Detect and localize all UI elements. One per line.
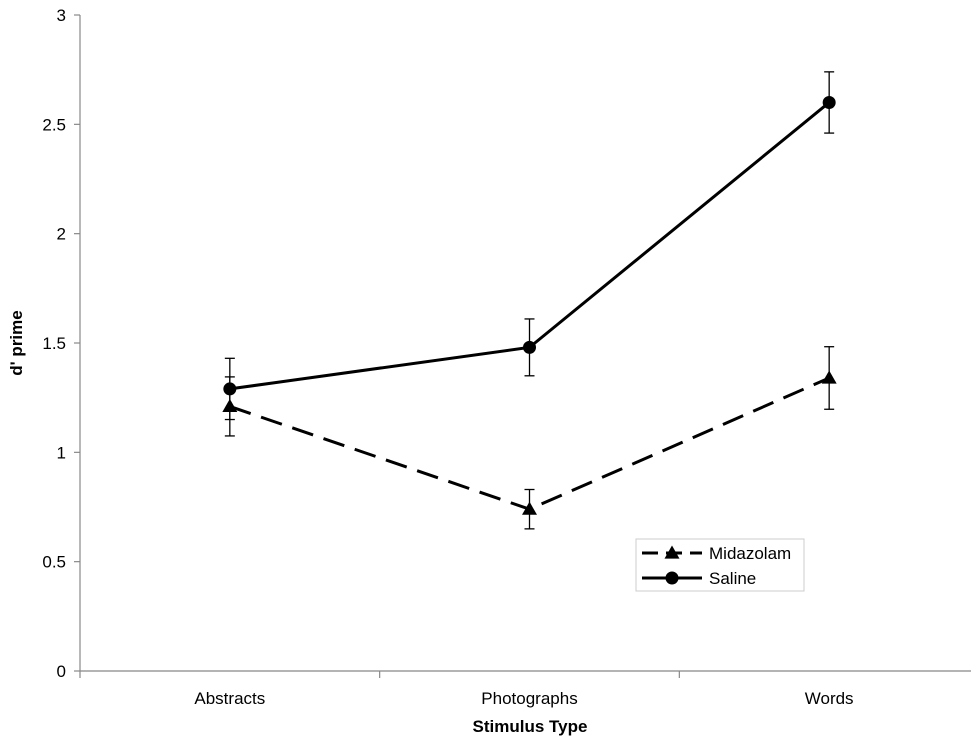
legend-label: Midazolam	[709, 544, 791, 563]
y-tick-label: 2.5	[42, 115, 66, 134]
saline-data-point	[223, 382, 237, 396]
legend-label: Saline	[709, 569, 756, 588]
x-axis: Abstracts Photographs Words	[79, 670, 971, 708]
saline-series	[223, 71, 836, 421]
saline-data-point	[822, 95, 836, 109]
legend-box	[635, 538, 805, 592]
y-tick-label: 1.5	[42, 334, 66, 353]
y-tick-label: 2	[57, 225, 66, 244]
midazolam-data-point	[821, 370, 837, 384]
legend: Midazolam Saline	[635, 538, 805, 592]
legend-swatch-marker	[664, 545, 680, 559]
x-tick-label: Words	[805, 689, 854, 708]
x-tick-label: Photographs	[481, 689, 577, 708]
y-tick-label: 3	[57, 6, 66, 25]
y-tick-label: 0.5	[42, 553, 66, 572]
legend-swatch-marker	[665, 571, 679, 585]
y-axis-title: d' prime	[7, 310, 26, 375]
legend-item-midazolam: Midazolam	[642, 544, 791, 563]
series-layer	[222, 71, 837, 530]
x-axis-title: Stimulus Type	[473, 717, 588, 736]
saline-data-point	[523, 340, 536, 354]
y-tick-label: 0	[57, 662, 66, 681]
midazolam-data-point	[522, 501, 537, 515]
y-axis: 0 0.5 1 1.5 2 2.5 3	[42, 6, 81, 681]
x-tick-label: Abstracts	[194, 689, 265, 708]
y-tick-label: 1	[57, 443, 66, 462]
legend-item-saline: Saline	[642, 569, 756, 588]
